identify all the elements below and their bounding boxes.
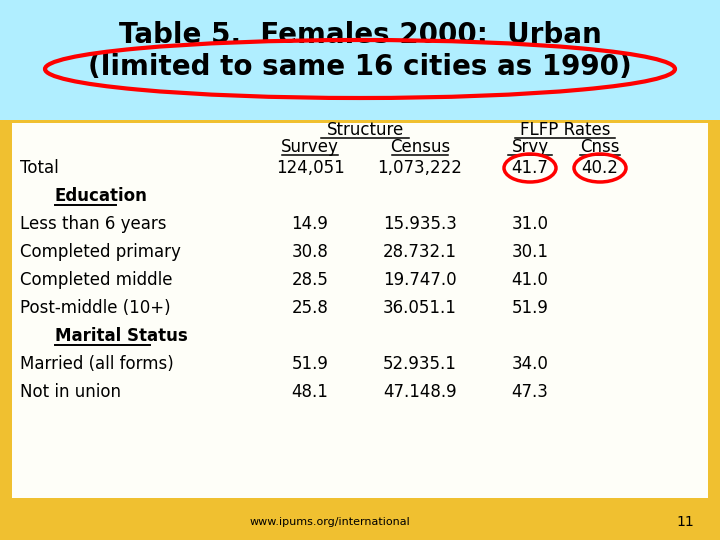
Text: 36.051.1: 36.051.1 xyxy=(383,299,457,317)
Text: Not in union: Not in union xyxy=(20,383,121,401)
Text: Structure: Structure xyxy=(326,121,404,139)
Text: 30.8: 30.8 xyxy=(292,243,328,261)
Text: 15.935.3: 15.935.3 xyxy=(383,215,457,233)
Text: 51.9: 51.9 xyxy=(292,355,328,373)
Text: 31.0: 31.0 xyxy=(511,215,549,233)
Text: 34.0: 34.0 xyxy=(512,355,549,373)
Bar xyxy=(12,123,708,498)
Text: 40.2: 40.2 xyxy=(582,159,618,177)
Text: 19.747.0: 19.747.0 xyxy=(383,271,456,289)
Text: www.ipums.org/international: www.ipums.org/international xyxy=(250,517,410,527)
Text: Completed primary: Completed primary xyxy=(20,243,181,261)
Text: 41.7: 41.7 xyxy=(512,159,549,177)
Text: Survey: Survey xyxy=(281,138,339,156)
Text: 1,073,222: 1,073,222 xyxy=(377,159,462,177)
Text: FLFP Rates: FLFP Rates xyxy=(520,121,611,139)
Text: Education: Education xyxy=(55,187,148,205)
Text: 28.732.1: 28.732.1 xyxy=(383,243,457,261)
Text: 52.935.1: 52.935.1 xyxy=(383,355,457,373)
Text: 47.148.9: 47.148.9 xyxy=(383,383,456,401)
Text: Completed middle: Completed middle xyxy=(20,271,173,289)
Text: 47.3: 47.3 xyxy=(512,383,549,401)
Text: Post-middle (10+): Post-middle (10+) xyxy=(20,299,171,317)
Text: Srvy: Srvy xyxy=(511,138,549,156)
Text: 28.5: 28.5 xyxy=(292,271,328,289)
Text: 11: 11 xyxy=(676,515,694,529)
Text: Cnss: Cnss xyxy=(580,138,620,156)
Text: 41.0: 41.0 xyxy=(512,271,549,289)
Text: Total: Total xyxy=(20,159,59,177)
Text: 48.1: 48.1 xyxy=(292,383,328,401)
Text: 14.9: 14.9 xyxy=(292,215,328,233)
Text: Census: Census xyxy=(390,138,450,156)
Text: Less than 6 years: Less than 6 years xyxy=(20,215,166,233)
Text: 51.9: 51.9 xyxy=(512,299,549,317)
Text: 124,051: 124,051 xyxy=(276,159,344,177)
Text: (limited to same 16 cities as 1990): (limited to same 16 cities as 1990) xyxy=(88,53,632,81)
Bar xyxy=(0,0,720,120)
Text: 25.8: 25.8 xyxy=(292,299,328,317)
Text: 30.1: 30.1 xyxy=(511,243,549,261)
Text: Marital Status: Marital Status xyxy=(55,327,188,345)
Text: Table 5.  Females 2000:  Urban: Table 5. Females 2000: Urban xyxy=(119,21,601,49)
Text: Married (all forms): Married (all forms) xyxy=(20,355,174,373)
